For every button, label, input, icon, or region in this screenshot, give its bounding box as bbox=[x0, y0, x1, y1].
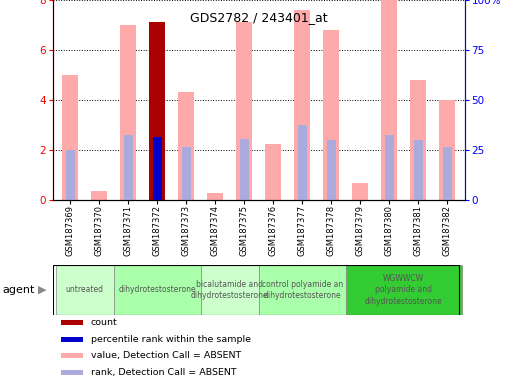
Bar bbox=[61, 320, 83, 325]
Bar bbox=[61, 353, 83, 358]
Bar bbox=[62, 75, 78, 200]
Text: rank, Detection Call = ABSENT: rank, Detection Call = ABSENT bbox=[91, 368, 237, 377]
Text: count: count bbox=[91, 318, 118, 327]
Bar bbox=[236, 22, 252, 200]
Bar bbox=[381, 0, 397, 200]
Bar bbox=[182, 147, 191, 200]
Text: dihydrotestosterone: dihydrotestosterone bbox=[118, 285, 196, 295]
Bar bbox=[265, 144, 281, 200]
Text: value, Detection Call = ABSENT: value, Detection Call = ABSENT bbox=[91, 351, 241, 360]
Bar bbox=[443, 147, 451, 200]
Bar bbox=[124, 135, 133, 200]
Bar bbox=[66, 150, 74, 200]
Text: GDS2782 / 243401_at: GDS2782 / 243401_at bbox=[190, 12, 327, 25]
Bar bbox=[346, 265, 462, 315]
Text: ▶: ▶ bbox=[38, 285, 46, 295]
Text: control polyamide an
dihydrotestosterone: control polyamide an dihydrotestosterone bbox=[261, 280, 343, 300]
Text: untreated: untreated bbox=[65, 285, 103, 295]
Bar bbox=[352, 184, 368, 200]
Bar bbox=[414, 140, 422, 200]
Bar bbox=[327, 140, 336, 200]
Bar bbox=[120, 25, 136, 200]
Bar bbox=[201, 265, 259, 315]
Text: percentile rank within the sample: percentile rank within the sample bbox=[91, 335, 251, 344]
Text: bicalutamide and
dihydrotestosterone: bicalutamide and dihydrotestosterone bbox=[191, 280, 269, 300]
Bar bbox=[294, 10, 310, 200]
Bar bbox=[323, 30, 339, 200]
Bar bbox=[410, 80, 426, 200]
Text: agent: agent bbox=[3, 285, 35, 295]
Bar bbox=[55, 265, 114, 315]
Bar bbox=[259, 265, 346, 315]
Bar bbox=[61, 370, 83, 375]
Bar bbox=[61, 338, 83, 342]
Bar bbox=[149, 22, 165, 200]
Bar bbox=[385, 135, 393, 200]
Bar bbox=[153, 137, 162, 200]
Bar bbox=[114, 265, 201, 315]
Bar bbox=[91, 191, 107, 200]
Text: WGWWCW
polyamide and
dihydrotestosterone: WGWWCW polyamide and dihydrotestosterone bbox=[365, 274, 442, 306]
Bar bbox=[298, 125, 307, 200]
Bar bbox=[207, 194, 223, 200]
Bar bbox=[439, 100, 455, 200]
Bar bbox=[178, 92, 194, 200]
Bar bbox=[240, 139, 249, 200]
